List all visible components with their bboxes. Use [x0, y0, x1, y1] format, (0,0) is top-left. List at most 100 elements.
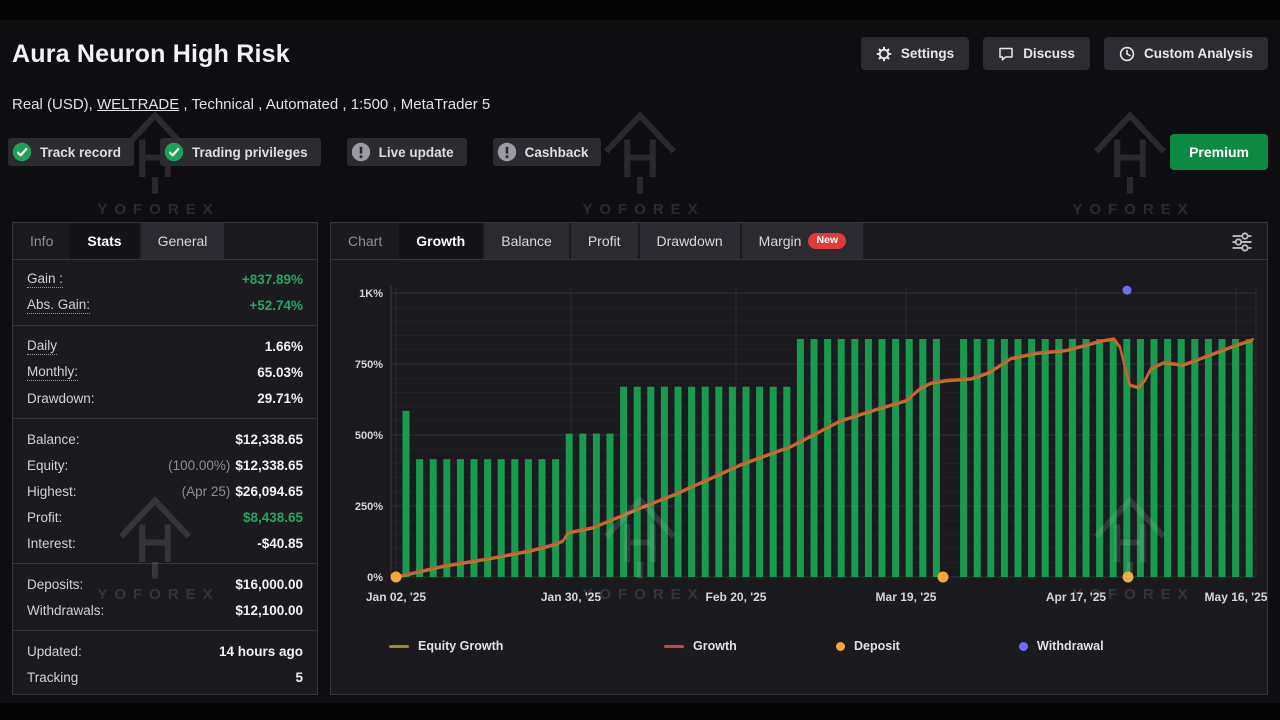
- stat-value-text: $8,438.65: [242, 509, 303, 525]
- deposit-marker: [390, 571, 402, 583]
- growth-bar: [783, 386, 791, 577]
- growth-bar: [647, 386, 655, 577]
- stat-row-deposits: Deposits: $16,000.00: [27, 571, 303, 597]
- stats-divider: [13, 418, 317, 419]
- growth-bar: [715, 386, 723, 577]
- custom-analysis-button[interactable]: Custom Analysis: [1103, 37, 1268, 70]
- deposit-marker: [1122, 571, 1134, 583]
- legend-item-growth[interactable]: Growth: [664, 639, 737, 653]
- growth-bar: [1096, 339, 1104, 577]
- growth-bar: [443, 459, 451, 577]
- stat-row-withdrawals: Withdrawals: $12,100.00: [27, 597, 303, 623]
- stat-label[interactable]: Monthly:: [27, 363, 79, 381]
- growth-bar: [824, 339, 832, 577]
- equity-growth-line: [395, 338, 1254, 579]
- growth-bar: [1068, 339, 1076, 577]
- stat-value: $12,338.65: [235, 432, 303, 447]
- tab-stats[interactable]: Stats: [70, 223, 139, 259]
- stat-label: Withdrawals:: [27, 602, 105, 618]
- deposit-marker: [937, 571, 949, 583]
- legend-dot-swatch: [1019, 641, 1028, 651]
- growth-bar: [511, 459, 519, 577]
- growth-bar: [470, 459, 478, 577]
- stat-value: 1.66%: [265, 339, 303, 354]
- tab-profit[interactable]: Profit: [570, 223, 638, 259]
- legend-item-equity-growth[interactable]: Equity Growth: [389, 639, 503, 653]
- legend-label: Growth: [693, 639, 737, 653]
- tab-growth[interactable]: Growth: [399, 223, 483, 259]
- chart-tabbar: Chart Growth Balance Profit Drawdown Margin Ne…: [331, 223, 1267, 260]
- stat-value-text: 5: [295, 669, 303, 685]
- growth-bar: [1000, 339, 1008, 577]
- chart-panel: Chart Growth Balance Profit Drawdown Margin Ne…: [330, 222, 1268, 695]
- stat-row-highest: Highest: (Apr 25) $26,094.65: [27, 478, 303, 504]
- badge-cashback: Cashback: [492, 138, 602, 166]
- stat-value-text: $26,094.65: [235, 483, 303, 499]
- stat-label: Tracking: [27, 669, 79, 685]
- growth-chart[interactable]: 0% 250% 500% 750% 1K% Jan 02, '25 Jan 30, '25 F…: [331, 260, 1268, 694]
- settings-button[interactable]: Settings: [860, 37, 970, 70]
- growth-bar: [796, 339, 804, 577]
- growth-bar: [851, 339, 859, 577]
- tab-label: Profit: [587, 233, 621, 249]
- tab-label: Drawdown: [656, 233, 723, 249]
- watermark-text: YOFOREX: [97, 201, 220, 218]
- legend-label: Deposit: [854, 639, 900, 653]
- stat-value-text: +837.89%: [241, 271, 303, 287]
- growth-bar: [1245, 339, 1253, 577]
- growth-bar: [1136, 339, 1144, 577]
- stat-row-updated: Updated: 14 hours ago: [27, 638, 303, 664]
- growth-bar: [742, 386, 750, 577]
- badge-label: Cashback: [524, 144, 589, 160]
- stat-label: Interest:: [27, 535, 76, 551]
- growth-bar: [864, 339, 872, 577]
- growth-bar: [484, 459, 492, 577]
- legend-item-deposit[interactable]: Deposit: [836, 639, 900, 653]
- chart-filter-icon[interactable]: [1229, 230, 1255, 254]
- yoforex-logo-icon: [604, 111, 676, 194]
- tab-info[interactable]: Info: [13, 223, 70, 259]
- stat-value-text: 65.03%: [257, 364, 303, 380]
- growth-bar: [402, 410, 410, 577]
- growth-bar: [878, 339, 886, 577]
- growth-bar: [837, 339, 845, 577]
- legend-item-withdrawal[interactable]: Withdrawal: [1019, 639, 1104, 653]
- tab-margin[interactable]: Margin New: [741, 223, 864, 259]
- growth-bar: [756, 386, 764, 577]
- tab-label: Info: [30, 233, 54, 249]
- growth-bar: [987, 339, 995, 577]
- stat-label[interactable]: Abs. Gain:: [27, 296, 91, 314]
- badge-label: Track record: [40, 144, 122, 160]
- growth-bar: [905, 339, 913, 577]
- bottom-black-bar: [0, 703, 1280, 720]
- growth-bar: [674, 386, 682, 577]
- legend-line-swatch: [664, 644, 684, 648]
- legend-dot-swatch: [836, 641, 845, 651]
- growth-bar: [1164, 339, 1172, 577]
- tab-chart[interactable]: Chart: [331, 223, 399, 259]
- stat-label[interactable]: Gain :: [27, 270, 64, 288]
- page-title: Aura Neuron High Risk: [12, 40, 290, 68]
- discuss-button[interactable]: Discuss: [983, 37, 1090, 70]
- check-circle-icon: [164, 142, 184, 162]
- account-subtitle: Real (USD), WELTRADE , Technical , Autom…: [12, 96, 490, 113]
- chart-legend: Equity Growth Growth Deposit Withdrawal: [331, 639, 1267, 663]
- tab-general[interactable]: General: [140, 223, 225, 259]
- stat-row-balance: Balance: $12,338.65: [27, 426, 303, 452]
- growth-bar: [973, 339, 981, 577]
- stat-row-tracking: Tracking 5: [27, 664, 303, 690]
- y-axis-tick-label: 1K%: [359, 288, 383, 300]
- stat-row-daily: Daily 1.66%: [27, 333, 303, 359]
- stat-value: -$40.85: [257, 536, 303, 551]
- premium-button[interactable]: Premium: [1170, 134, 1268, 170]
- badge-live-update: Live update: [346, 138, 467, 166]
- stat-label[interactable]: Daily: [27, 337, 58, 355]
- stat-label: Profit:: [27, 509, 63, 525]
- growth-bar: [1218, 339, 1226, 577]
- broker-link[interactable]: WELTRADE: [97, 96, 180, 113]
- growth-bar: [456, 459, 464, 577]
- tab-drawdown[interactable]: Drawdown: [639, 223, 740, 259]
- growth-bar: [1082, 339, 1090, 577]
- tab-balance[interactable]: Balance: [484, 223, 569, 259]
- stat-label: Updated:: [27, 643, 82, 659]
